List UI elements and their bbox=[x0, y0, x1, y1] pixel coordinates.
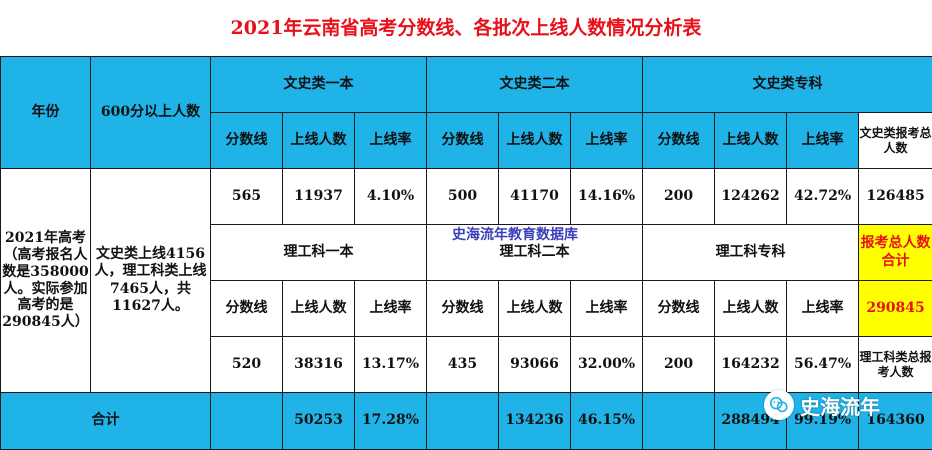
wen-total: 126485 bbox=[858, 168, 932, 225]
wen-zk-rate: 42.72% bbox=[786, 168, 860, 225]
header-count: 上线人数 bbox=[498, 112, 572, 169]
sum-b1-rate: 17.28% bbox=[353, 392, 428, 450]
wen-b1-score: 565 bbox=[210, 168, 283, 225]
li-total: 164360 bbox=[858, 392, 932, 450]
li-zk-rate: 56.47% bbox=[786, 336, 860, 393]
li-b2-score: 435 bbox=[426, 336, 500, 393]
li-b2-count: 93066 bbox=[498, 336, 572, 393]
header-count: 上线人数 bbox=[714, 112, 788, 169]
wechat-account-name: 史海流年 bbox=[800, 394, 880, 419]
wen-zk-count: 124262 bbox=[714, 168, 788, 225]
header-li-zk: 理工科专科 bbox=[642, 224, 860, 281]
wechat-watermark: 史海流年 bbox=[764, 390, 880, 420]
header-wen-zk: 文史类专科 bbox=[642, 56, 932, 113]
over600-description: 文史类上线4156人，理工科类上线7465人，共11627人。 bbox=[90, 168, 211, 393]
sum-zk-score bbox=[642, 392, 716, 450]
header-rate: 上线率 bbox=[570, 112, 644, 169]
header-wen-batch2: 文史类二本 bbox=[426, 56, 644, 113]
li-total-label: 理工科类总报考人数 bbox=[858, 336, 932, 393]
sum-label: 合计 bbox=[0, 392, 211, 450]
li-zk-score: 200 bbox=[642, 336, 716, 393]
table-title: 2021年云南省高考分数线、各批次上线人数情况分析表 bbox=[230, 17, 702, 39]
li-b1-count: 38316 bbox=[282, 336, 355, 393]
header-li-batch1: 理工科一本 bbox=[209, 224, 428, 281]
header-li-batch2: 理工科二本 bbox=[426, 224, 644, 281]
header-score: 分数线 bbox=[642, 280, 716, 337]
li-b2-rate: 32.00% bbox=[570, 336, 644, 393]
score-analysis-table: 年份 600分以上人数 文史类一本 文史类二本 文史类专科 分数线 上线人数 上… bbox=[0, 56, 932, 450]
header-score: 分数线 bbox=[642, 112, 716, 169]
wen-b1-count: 11937 bbox=[282, 168, 355, 225]
header-rate: 上线率 bbox=[570, 280, 644, 337]
sum-b1-count: 50253 bbox=[282, 392, 355, 450]
header-wen-batch1: 文史类一本 bbox=[209, 56, 428, 113]
sum-b2-score bbox=[426, 392, 500, 450]
header-count: 上线人数 bbox=[714, 280, 788, 337]
wechat-icon bbox=[764, 390, 794, 420]
header-count: 上线人数 bbox=[498, 280, 572, 337]
grand-total-label: 报考总人数合计 bbox=[858, 224, 932, 281]
header-score: 分数线 bbox=[426, 280, 500, 337]
header-rate: 上线率 bbox=[786, 112, 860, 169]
sum-b2-count: 134236 bbox=[498, 392, 572, 450]
li-zk-count: 164232 bbox=[714, 336, 788, 393]
sum-b2-rate: 46.15% bbox=[570, 392, 644, 450]
header-rate: 上线率 bbox=[353, 112, 428, 169]
wen-b2-rate: 14.16% bbox=[570, 168, 644, 225]
header-year: 年份 bbox=[0, 56, 91, 169]
header-count: 上线人数 bbox=[282, 112, 355, 169]
header-rate: 上线率 bbox=[786, 280, 860, 337]
watermark-text: 史海流年教育数据库 bbox=[452, 227, 578, 243]
header-score: 分数线 bbox=[210, 280, 283, 337]
sum-zk-rate: 99.19% bbox=[786, 392, 860, 450]
year-description: 2021年高考（高考报名人数是358000人。实际参加高考的是290845人） bbox=[0, 168, 91, 393]
li-b1-rate: 13.17% bbox=[353, 336, 428, 393]
sum-b1-score bbox=[210, 392, 283, 450]
wen-zk-score: 200 bbox=[642, 168, 716, 225]
header-score: 分数线 bbox=[426, 112, 500, 169]
li-b1-score: 520 bbox=[210, 336, 283, 393]
header-count: 上线人数 bbox=[282, 280, 355, 337]
wen-b1-rate: 4.10% bbox=[353, 168, 428, 225]
wen-b2-count: 41170 bbox=[498, 168, 572, 225]
header-over600: 600分以上人数 bbox=[90, 56, 211, 169]
wen-b2-score: 500 bbox=[426, 168, 500, 225]
wen-total-label: 文史类报考总人数 bbox=[858, 112, 932, 169]
header-rate: 上线率 bbox=[353, 280, 428, 337]
grand-total: 290845 bbox=[858, 280, 932, 337]
header-score: 分数线 bbox=[210, 112, 283, 169]
